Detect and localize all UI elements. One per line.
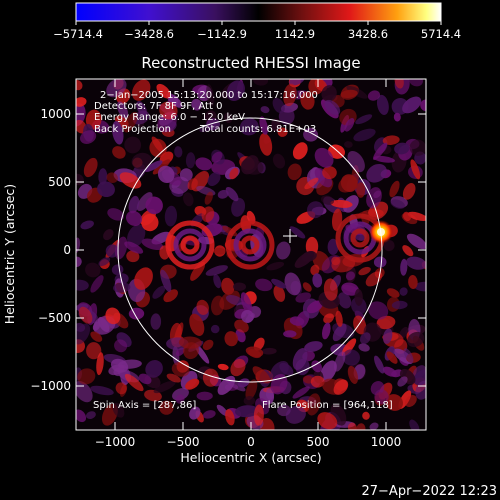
solar-limb [117, 117, 383, 383]
y-axis-label: Heliocentric Y (arcsec) [2, 184, 17, 324]
x-tick-label: −1000 [95, 435, 136, 449]
colorbar-tick-labels: −5714.4 −3428.6 −1142.9 1142.9 3428.6 57… [53, 27, 461, 41]
annotation-method: Back Projection [94, 124, 171, 135]
y-tick-label: −1000 [30, 379, 71, 393]
x-tick-label: 1000 [371, 435, 402, 449]
colorbar-tick-label: −5714.4 [53, 27, 103, 41]
footer-timestamp: 27−Apr−2022 12:23 [362, 484, 498, 499]
x-axis-tick-labels: −1000 −500 0 500 1000 [95, 435, 402, 449]
colorbar-tick-label: 5714.4 [421, 27, 461, 41]
colorbar-tick-label: 1142.9 [275, 27, 315, 41]
annotation-detectors: Detectors: 7F 8F 9F, Att 0 [94, 101, 222, 112]
y-tick-label: 0 [63, 243, 71, 257]
colorbar-ticks [75, 21, 442, 25]
solar-image [76, 79, 426, 430]
x-tick-label: 0 [247, 435, 255, 449]
annotation-time-range: 2−Jan−2005 15:13:20.000 to 15:17:16.000 [100, 90, 318, 101]
x-tick-label: 500 [307, 435, 330, 449]
colorbar-tick-label: −3428.6 [124, 27, 174, 41]
colorbar [75, 2, 442, 22]
x-axis-label: Heliocentric X (arcsec) [180, 450, 321, 465]
back-projection-pattern [76, 79, 426, 430]
flare-position-label: Flare Position = [964,118] [262, 400, 393, 411]
colorbar-tick-label: 3428.6 [348, 27, 388, 41]
x-axis-ticks [114, 79, 387, 430]
plot-title: Reconstructed RHESSI Image [141, 54, 360, 72]
colorbar-tick-label: −1142.9 [197, 27, 247, 41]
y-tick-label: −500 [38, 311, 71, 325]
spin-axis-marker [283, 229, 297, 243]
y-axis-ticks [76, 113, 426, 387]
y-tick-label: 500 [48, 175, 71, 189]
x-tick-label: −500 [167, 435, 200, 449]
annotation-counts: Total counts: 6.81E+03 [199, 124, 316, 135]
image-annotation: 2−Jan−2005 15:13:20.000 to 15:17:16.000 … [94, 90, 318, 135]
annotation-energy: Energy Range: 6.0 − 12.0 keV [94, 112, 245, 123]
y-tick-label: 1000 [40, 107, 71, 121]
spin-axis-label: Spin Axis = [287,86] [93, 400, 196, 411]
y-axis-tick-labels: 1000 500 0 −500 −1000 [30, 107, 71, 393]
